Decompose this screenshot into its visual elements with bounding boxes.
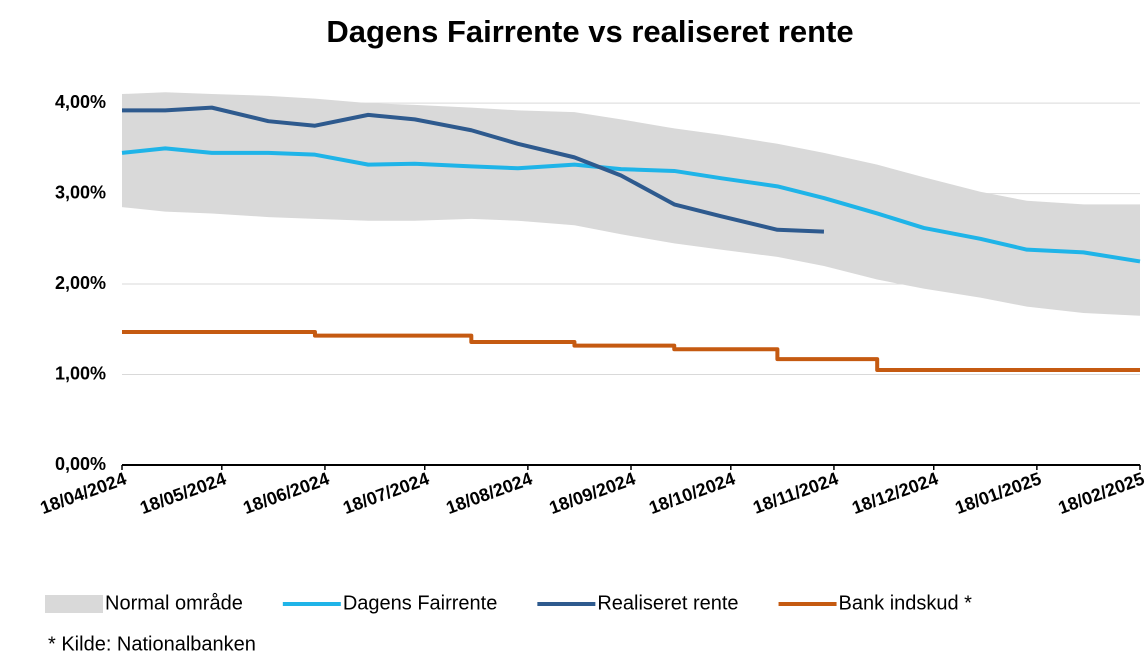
legend-label: Dagens Fairrente <box>343 592 498 614</box>
chart-title: Dagens Fairrente vs realiseret rente <box>326 14 853 49</box>
band <box>122 92 1140 316</box>
x-tick-label: 18/10/2024 <box>646 468 738 518</box>
x-tick-label: 18/04/2024 <box>37 468 129 518</box>
line <box>122 105 825 234</box>
line <box>122 330 1140 372</box>
x-tick-label: 18/12/2024 <box>849 468 941 518</box>
legend-label: Normal område <box>105 592 243 614</box>
legend-swatch <box>45 595 103 613</box>
note: * Kilde: Nationalbanken <box>48 633 256 655</box>
x-tick-label: 18/08/2024 <box>443 468 535 518</box>
y-tick-label: 4,00% <box>55 92 106 112</box>
x-tick-label: 18/11/2024 <box>750 468 841 517</box>
y-tick-label: 0,00% <box>55 454 106 474</box>
y-tick-label: 1,00% <box>55 363 106 383</box>
x-tick-label: 18/05/2024 <box>137 468 229 518</box>
legend-label: Bank indskud * <box>839 592 973 614</box>
legend-label: Realiseret rente <box>597 592 738 614</box>
y-tick-label: 2,00% <box>55 273 106 293</box>
x-tick-label: 18/09/2024 <box>546 468 638 518</box>
x-tick-label: 18/06/2024 <box>240 468 332 518</box>
line <box>121 146 1141 264</box>
x-tick-label: 18/01/2025 <box>952 468 1044 518</box>
x-tick-label: 18/07/2024 <box>340 468 432 518</box>
x-tick-label: 18/02/2025 <box>1055 468 1147 518</box>
y-tick-label: 3,00% <box>55 182 106 202</box>
